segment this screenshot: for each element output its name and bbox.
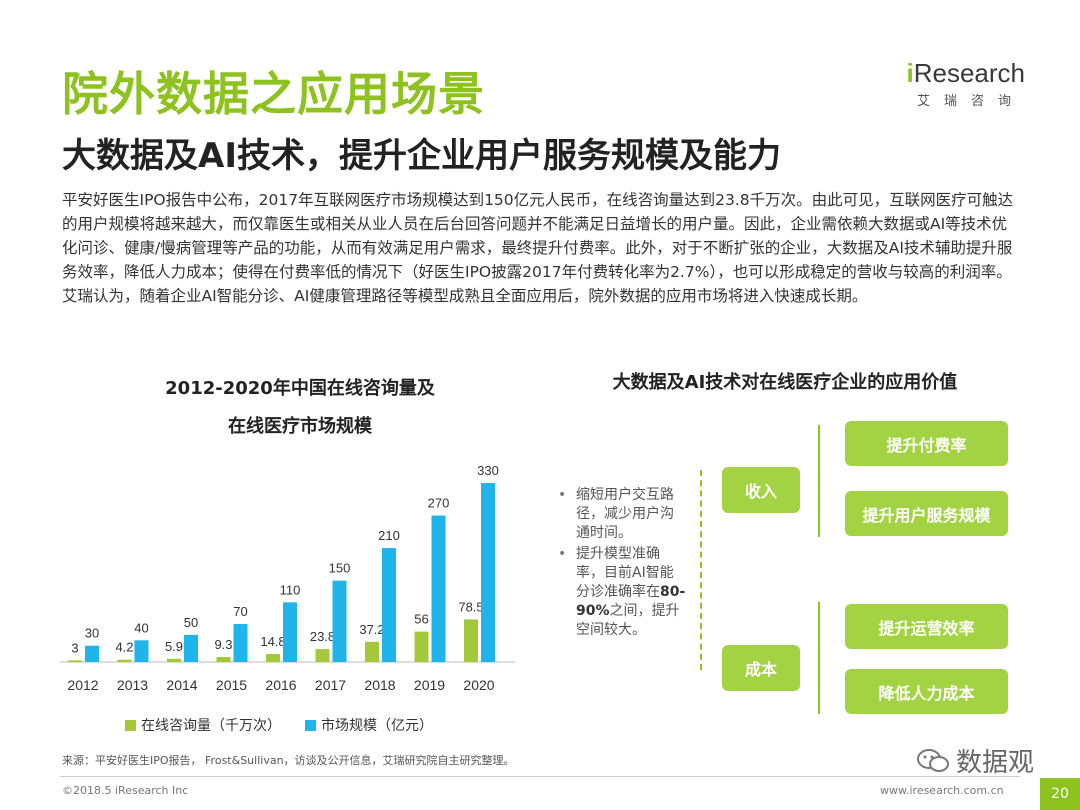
bar-consult <box>464 619 478 662</box>
bar-consult <box>167 658 181 662</box>
data-label-consult: 37.2 <box>359 622 384 637</box>
cost-item-efficiency: 提升运营效率 <box>845 604 1008 649</box>
bullet-text-bold: 80-90% <box>576 584 686 619</box>
data-label-market: 330 <box>477 463 499 478</box>
bar-market <box>85 645 99 662</box>
bullet-text-post: 之间，提升空间较大。 <box>576 603 680 638</box>
page-number: 20 <box>1040 778 1080 810</box>
data-label-consult: 5.9 <box>165 639 183 654</box>
source-note: 来源：平安好医生IPO报告， Frost&Sullivan，访谈及公开信息，艾瑞… <box>62 754 515 767</box>
bar-market <box>332 580 347 662</box>
legend-swatch-market <box>305 719 316 731</box>
data-label-market: 30 <box>85 626 99 641</box>
data-label-consult: 56 <box>414 612 428 627</box>
bar-market <box>184 634 198 662</box>
cost-box: 成本 <box>722 645 800 691</box>
data-label-consult: 14.8 <box>260 634 285 649</box>
legend-item-consult: 在线咨询量（千万次） <box>125 715 281 735</box>
legend-item-market: 市场规模（亿元） <box>305 715 433 735</box>
bar-consult <box>365 641 379 662</box>
intro-paragraph: 平安好医生IPO报告中公布，2017年互联网医疗市场规模达到150亿元人民币，在… <box>62 191 1014 305</box>
data-label-market: 40 <box>134 620 148 635</box>
data-label-market: 110 <box>280 582 301 597</box>
data-label-market: 270 <box>428 496 450 511</box>
x-tick-label: 2017 <box>315 677 346 693</box>
dashed-bracket <box>700 470 702 670</box>
cost-bracket <box>818 602 820 714</box>
data-label-market: 70 <box>233 604 247 619</box>
legend-label-consult: 在线咨询量（千万次） <box>141 718 281 734</box>
data-label-market: 50 <box>184 615 198 630</box>
chart-title: 2012-2020年中国在线咨询量及 <box>165 378 435 399</box>
income-bracket <box>818 425 820 537</box>
income-box: 收入 <box>722 467 800 513</box>
data-label-consult: 4.2 <box>115 640 133 655</box>
watermark-text: 数据观 <box>956 748 1035 778</box>
x-tick-label: 2020 <box>463 677 494 693</box>
chart-legend: 在线咨询量（千万次） 市场规模（亿元） <box>125 715 433 735</box>
data-label-consult: 78.5 <box>458 599 483 614</box>
bar-consult <box>68 660 82 662</box>
copyright: ©2018.5 iResearch Inc <box>62 784 189 797</box>
bar-consult <box>315 649 330 662</box>
bullet-list: 缩短用户交互路径，减少用户沟通时间。 提升模型准确率，目前AI智能分诊准确率在8… <box>556 486 686 642</box>
income-item-scale: 提升用户服务规模 <box>845 491 1008 536</box>
legend-swatch-consult <box>125 719 136 731</box>
bullet-text: 缩短用户交互路径，减少用户沟通时间。 <box>576 487 674 541</box>
data-label-market: 210 <box>378 528 400 543</box>
legend-label-market: 市场规模（亿元） <box>321 718 433 734</box>
bar-market <box>382 548 396 662</box>
x-tick-label: 2013 <box>117 677 148 693</box>
page-subtitle: 大数据及AI技术，提升企业用户服务规模及能力 <box>62 136 781 176</box>
diagram-title: 大数据及AI技术对在线医疗企业的应用价值 <box>612 372 958 393</box>
bar-consult <box>266 653 280 662</box>
chart-subtitle: 在线医疗市场规模 <box>228 416 372 437</box>
bar-market <box>233 624 248 662</box>
footer-divider <box>60 776 1020 777</box>
bullet-item: 提升模型准确率，目前AI智能分诊准确率在80-90%之间，提升空间较大。 <box>556 545 686 640</box>
page-title: 院外数据之应用场景 <box>62 67 485 121</box>
x-tick-label: 2016 <box>265 677 296 693</box>
bar-market <box>431 515 446 662</box>
x-tick-label: 2014 <box>166 677 197 693</box>
data-label-consult: 3 <box>71 640 78 655</box>
bar-consult <box>414 631 429 662</box>
logo-i: i <box>906 58 914 88</box>
bar-market <box>481 483 495 662</box>
wechat-icon <box>917 748 949 772</box>
watermark: 数据观 <box>916 742 1034 779</box>
bar-market <box>134 640 149 662</box>
logo-chinese: 艾瑞咨询 <box>916 94 1025 109</box>
bar-market <box>283 602 297 662</box>
cost-item-labor: 降低人力成本 <box>845 669 1008 714</box>
bar-consult <box>216 656 231 662</box>
iresearch-logo: iResearch 艾瑞咨询 <box>906 58 1025 109</box>
bar-chart: 33020124.24020135.95020149.370201514.811… <box>60 463 515 693</box>
footer-website: www.iresearch.com.cn <box>880 784 1004 797</box>
bullet-item: 缩短用户交互路径，减少用户沟通时间。 <box>556 486 686 543</box>
bullet-text-pre: 提升模型准确率，目前AI智能分诊准确率在 <box>576 546 674 600</box>
data-label-market: 150 <box>329 561 351 576</box>
x-tick-label: 2019 <box>414 677 445 693</box>
income-item-payrate: 提升付费率 <box>845 421 1008 466</box>
logo-research: Research <box>913 58 1025 88</box>
data-label-consult: 23.8 <box>310 629 335 644</box>
x-tick-label: 2015 <box>216 677 247 693</box>
data-label-consult: 9.3 <box>214 637 232 652</box>
x-tick-label: 2018 <box>364 677 395 693</box>
x-tick-label: 2012 <box>67 677 98 693</box>
bar-consult <box>117 659 132 662</box>
logo-wordmark: iResearch <box>906 58 1025 88</box>
